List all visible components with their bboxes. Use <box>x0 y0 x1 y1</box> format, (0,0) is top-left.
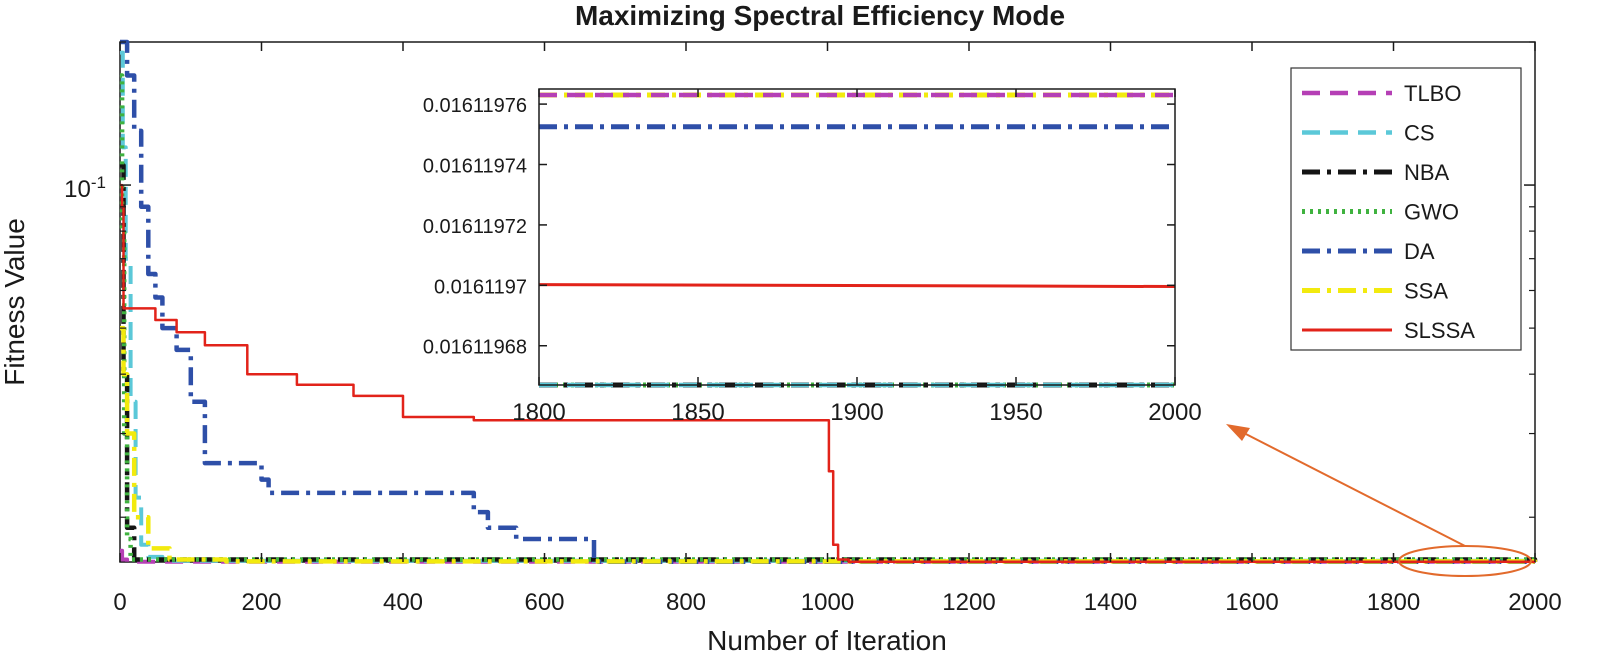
inset-y-tick-label: 0.0161197 <box>434 276 527 298</box>
x-tick-label: 0 <box>113 589 126 616</box>
legend-label-cs: CS <box>1404 121 1435 146</box>
legend-label-nba: NBA <box>1404 160 1450 185</box>
main-series-lines <box>119 39 1538 564</box>
x-tick-label: 400 <box>383 589 423 616</box>
x-tick-label: 1200 <box>942 589 995 616</box>
legend-box <box>1290 67 1522 351</box>
legend-label-da: DA <box>1404 239 1435 264</box>
inset-y-ticks: 0.01611968 0.0161197 0.01611972 0.01611974 0… <box>423 95 1175 359</box>
legend-label-ssa: SSA <box>1404 279 1448 304</box>
zoom-arrow-line <box>1237 429 1466 547</box>
x-axis-label: Number of Iteration <box>707 625 947 656</box>
zoom-arrow-head <box>1226 424 1250 441</box>
y-tick-label: 10-1 <box>64 173 106 204</box>
x-tick-label: 2000 <box>1508 589 1561 616</box>
main-y-ticks: 10-1 <box>64 41 1535 518</box>
x-tick-label: 1400 <box>1084 589 1137 616</box>
inset-y-tick-label: 0.01611974 <box>423 156 527 178</box>
x-tick-label: 600 <box>524 589 564 616</box>
chart-title: Maximizing Spectral Efficiency Mode <box>575 0 1065 31</box>
zoom-annotation <box>1226 424 1532 577</box>
legend-label-slssa: SLSSA <box>1404 318 1475 343</box>
x-tick-label: 800 <box>666 589 706 616</box>
inset-x-tick-label: 2000 <box>1148 399 1201 426</box>
inset-x-tick-label: 1850 <box>671 399 724 426</box>
inset-y-tick-label: 0.01611968 <box>423 337 527 359</box>
x-tick-label: 1600 <box>1225 589 1278 616</box>
legend-label-gwo: GWO <box>1404 200 1459 225</box>
main-x-ticks: 0 200 400 600 800 1000 1200 1400 1600 1800 2000 <box>113 42 1562 616</box>
inset-x-ticks: 1800 1850 1900 1950 2000 <box>512 89 1202 426</box>
inset-x-tick-label: 1800 <box>512 399 565 426</box>
series-line-da <box>120 39 1535 564</box>
y-axis-label: Fitness Value <box>0 218 30 386</box>
series-line-slssa <box>120 183 1535 563</box>
inset-x-tick-label: 1900 <box>830 399 883 426</box>
legend-label-tlbo: TLBO <box>1404 81 1461 106</box>
inset-line-slssa <box>538 283 1176 289</box>
x-tick-label: 1000 <box>801 589 854 616</box>
inset-plot-background <box>539 89 1175 385</box>
x-tick-label: 1800 <box>1367 589 1420 616</box>
inset-y-tick-label: 0.01611976 <box>423 95 527 117</box>
x-tick-label: 200 <box>241 589 281 616</box>
legend: TLBO CS NBA GWO DA SSA SLSSA <box>1290 67 1522 351</box>
inset-x-tick-label: 1950 <box>989 399 1042 426</box>
inset-plot: 1800 1850 1900 1950 2000 0.01611968 0.0161197… <box>423 88 1202 426</box>
main-plot: 0 200 400 600 800 1000 1200 1400 1600 1800 2000 10… <box>0 39 1562 656</box>
inset-y-tick-label: 0.01611972 <box>423 216 527 238</box>
